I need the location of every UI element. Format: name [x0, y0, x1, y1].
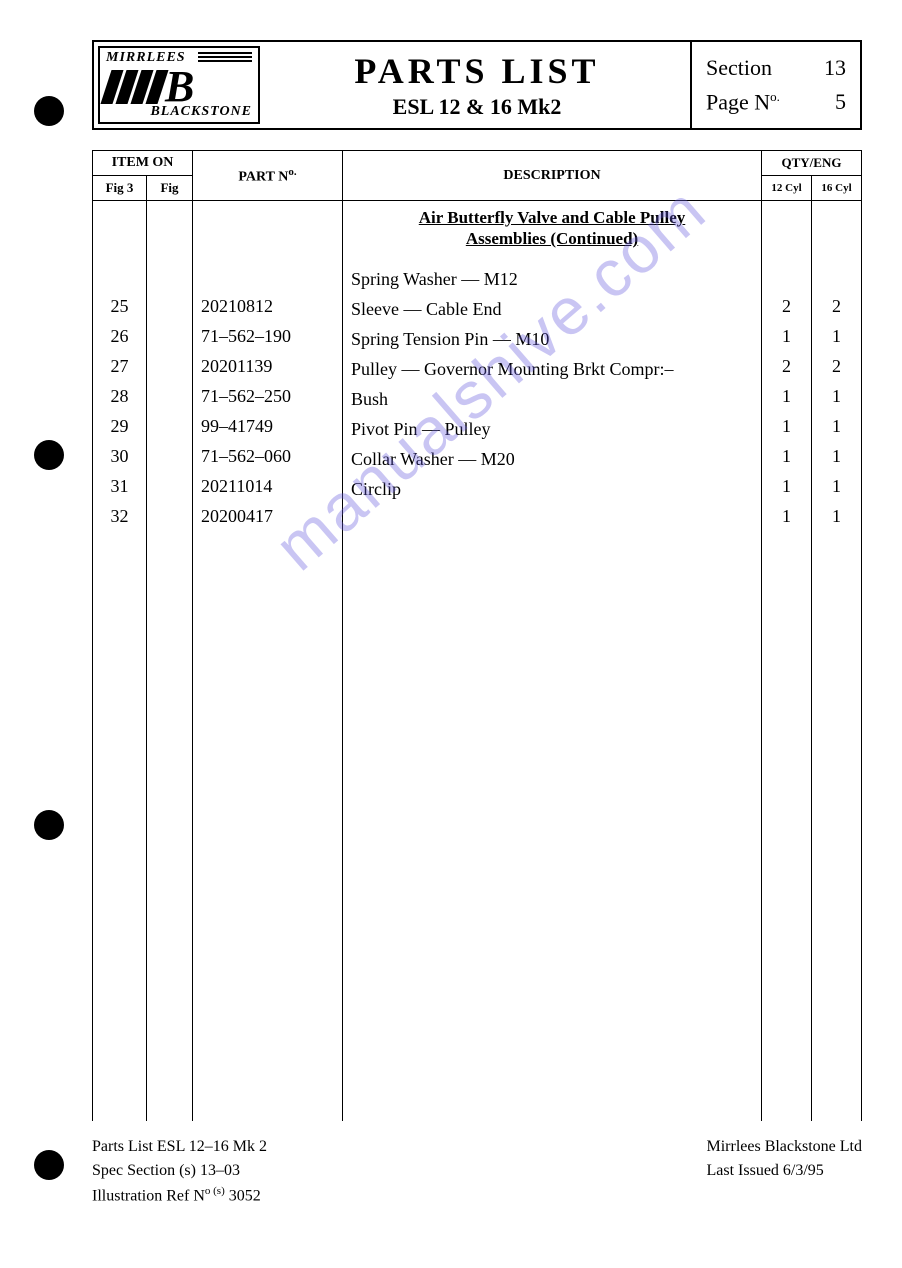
cell-qty-16: 1 — [820, 471, 853, 501]
cell-part-no: 20211014 — [201, 471, 334, 501]
cell-part-no: 20201139 — [201, 351, 334, 381]
col-desc: Air Butterfly Valve and Cable Pulley Ass… — [343, 201, 762, 1121]
cell-qty-12: 1 — [770, 321, 803, 351]
table-body-row: 2526272829303132 2021081271–562–19020201… — [93, 201, 862, 1121]
cell-qty-16: 2 — [820, 291, 853, 321]
section-page-block: Section 13 Page No. 5 — [690, 42, 860, 128]
cell-description: Pivot Pin — Pulley — [351, 414, 753, 444]
cell-fig3: 29 — [101, 411, 138, 441]
brand-bottom-text: BLACKSTONE — [150, 104, 252, 120]
footer-spec-section: Spec Section (s) 13–03 — [92, 1159, 267, 1183]
parts-table: ITEM ON PART No. DESCRIPTION QTY/ENG Fig… — [92, 150, 862, 1121]
cell-part-no: 71–562–060 — [201, 441, 334, 471]
cell-fig — [155, 291, 184, 321]
footer-company: Mirrlees Blackstone Ltd — [706, 1135, 862, 1159]
th-fig: Fig — [147, 176, 193, 201]
page-header: MIRRLEES B BLACKSTONE PARTS LIST ESL 12 … — [92, 40, 862, 130]
cell-qty-16: 1 — [820, 411, 853, 441]
page-label: Page No. — [706, 89, 780, 115]
section-label: Section — [706, 55, 772, 81]
title-block: PARTS LIST ESL 12 & 16 Mk2 — [264, 42, 690, 128]
cell-fig — [155, 351, 184, 381]
th-qty-eng: QTY/ENG — [762, 151, 862, 176]
cell-qty-16: 2 — [820, 351, 853, 381]
punch-hole-icon — [34, 1150, 64, 1180]
th-fig3: Fig 3 — [93, 176, 147, 201]
cell-description: Spring Washer — M12 — [351, 264, 753, 294]
cell-fig3: 25 — [101, 291, 138, 321]
cell-fig — [155, 381, 184, 411]
cell-qty-12: 1 — [770, 471, 803, 501]
cell-part-no: 71–562–190 — [201, 321, 334, 351]
cell-fig3: 32 — [101, 501, 138, 531]
cell-fig3: 31 — [101, 471, 138, 501]
th-16cyl: 16 Cyl — [812, 176, 862, 201]
col-12cyl: 21211111 — [762, 201, 812, 1121]
cell-part-no: 99–41749 — [201, 411, 334, 441]
cell-qty-16: 1 — [820, 501, 853, 531]
footer-illustration-ref: Illustration Ref No (s) 3052 — [92, 1183, 267, 1208]
brand-logo: MIRRLEES B BLACKSTONE — [98, 46, 260, 124]
th-12cyl: 12 Cyl — [762, 176, 812, 201]
cell-fig — [155, 411, 184, 441]
cell-qty-12: 2 — [770, 291, 803, 321]
logo-mb-icon: B — [106, 66, 252, 104]
punch-hole-icon — [34, 440, 64, 470]
section-heading: Air Butterfly Valve and Cable Pulley Ass… — [351, 207, 753, 250]
parts-table-wrap: ITEM ON PART No. DESCRIPTION QTY/ENG Fig… — [92, 150, 862, 1121]
cell-qty-16: 1 — [820, 321, 853, 351]
logo-bars-icon — [198, 52, 252, 64]
cell-part-no: 71–562–250 — [201, 381, 334, 411]
page-number: 5 — [835, 89, 846, 115]
cell-fig — [155, 501, 184, 531]
page-footer: Parts List ESL 12–16 Mk 2 Spec Section (… — [92, 1135, 862, 1208]
cell-part-no: 20200417 — [201, 501, 334, 531]
cell-fig3: 30 — [101, 441, 138, 471]
cell-qty-12: 2 — [770, 351, 803, 381]
cell-part-no: 20210812 — [201, 291, 334, 321]
cell-qty-16: 1 — [820, 381, 853, 411]
cell-description: Sleeve — Cable End — [351, 294, 753, 324]
cell-description: Pulley — Governor Mounting Brkt Compr:– — [351, 354, 753, 384]
cell-fig — [155, 321, 184, 351]
cell-fig — [155, 441, 184, 471]
cell-description: Spring Tension Pin — M10 — [351, 324, 753, 354]
cell-qty-12: 1 — [770, 411, 803, 441]
th-part-no: PART No. — [193, 151, 343, 201]
cell-fig3: 26 — [101, 321, 138, 351]
cell-fig3: 27 — [101, 351, 138, 381]
col-fig — [147, 201, 193, 1121]
cell-qty-16: 1 — [820, 441, 853, 471]
cell-qty-12: 1 — [770, 441, 803, 471]
punch-hole-icon — [34, 810, 64, 840]
col-part: 2021081271–562–1902020113971–562–25099–4… — [193, 201, 343, 1121]
cell-fig3: 28 — [101, 381, 138, 411]
col-fig3: 2526272829303132 — [93, 201, 147, 1121]
col-16cyl: 21211111 — [812, 201, 862, 1121]
page-subtitle: ESL 12 & 16 Mk2 — [393, 94, 562, 120]
cell-qty-12: 1 — [770, 501, 803, 531]
cell-description: Bush — [351, 384, 753, 414]
th-item-on: ITEM ON — [93, 151, 193, 176]
section-number: 13 — [824, 55, 846, 81]
th-description: DESCRIPTION — [343, 151, 762, 201]
cell-qty-12: 1 — [770, 381, 803, 411]
cell-description: Collar Washer — M20 — [351, 444, 753, 474]
cell-fig — [155, 471, 184, 501]
footer-parts-list: Parts List ESL 12–16 Mk 2 — [92, 1135, 267, 1159]
punch-hole-icon — [34, 96, 64, 126]
footer-last-issued: Last Issued 6/3/95 — [706, 1159, 862, 1183]
cell-description: Circlip — [351, 474, 753, 504]
page-title: PARTS LIST — [354, 50, 599, 92]
